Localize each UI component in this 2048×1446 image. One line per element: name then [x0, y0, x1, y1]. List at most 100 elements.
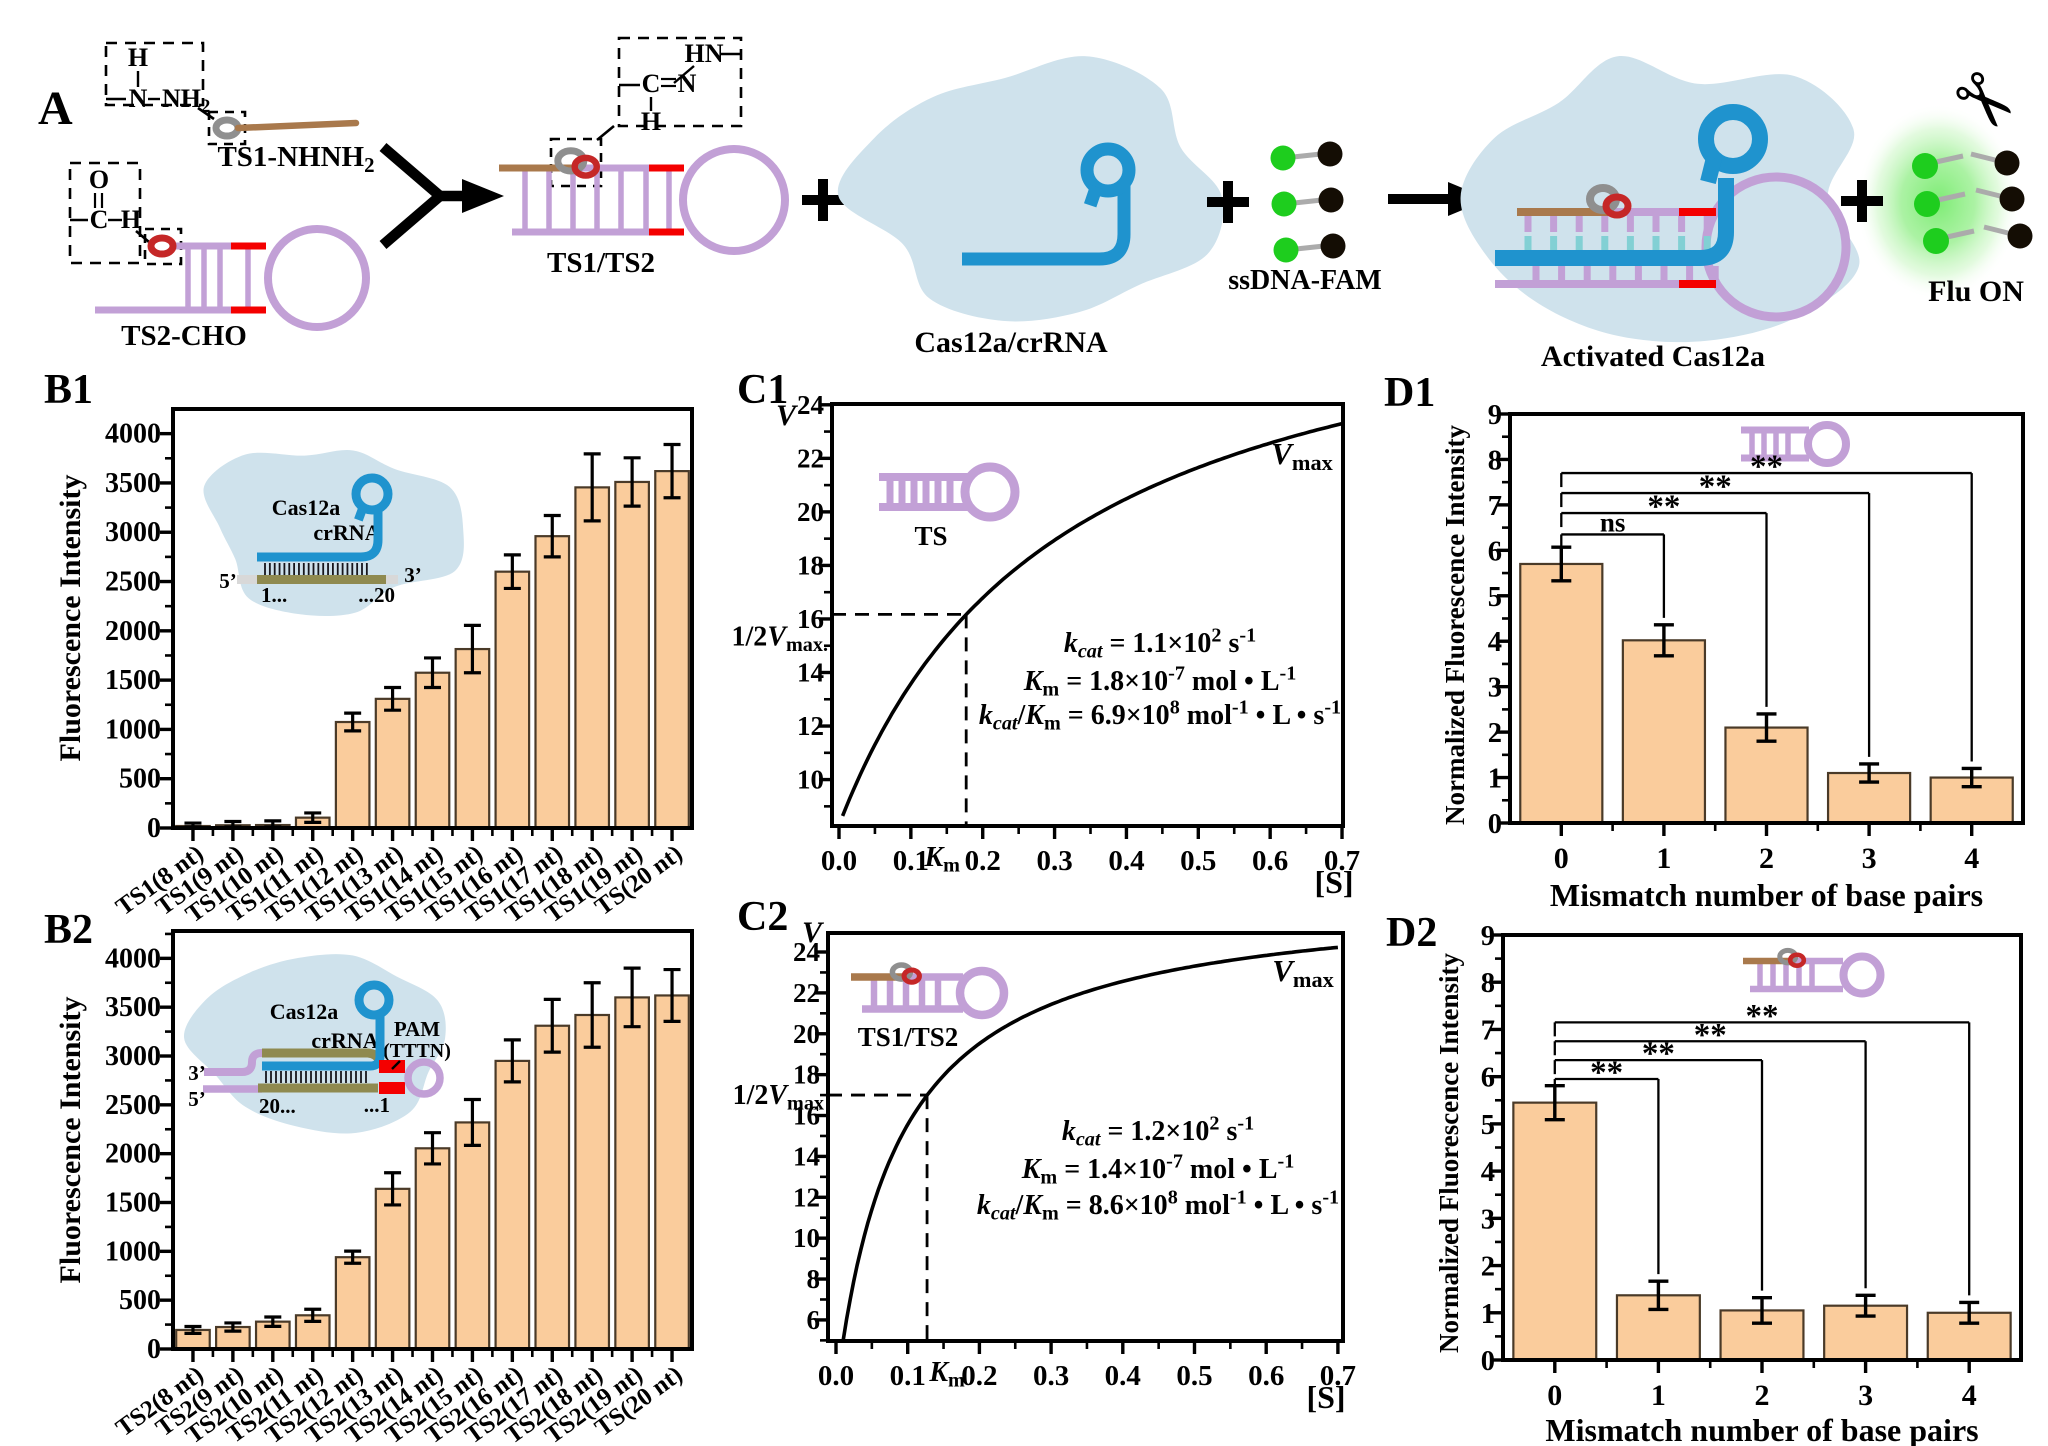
- line: [596, 124, 615, 142]
- error-bar: [583, 452, 601, 523]
- y-tick-label: 0: [147, 1334, 161, 1365]
- panel-a-letter: A: [38, 82, 73, 135]
- quencher-black-dot: [2007, 223, 2033, 249]
- bracket: **: [1560, 489, 1768, 707]
- y-axis-ticks: 0 500 1000 1500 2000 2500 3000 3500 4000: [105, 932, 173, 1365]
- linkage-dashed-box: [549, 137, 603, 188]
- bar: [374, 1187, 411, 1351]
- crrna-ribbon: [257, 473, 393, 562]
- ts1ts2-label: TS1/TS2: [547, 247, 655, 279]
- crrna-loop: [354, 980, 394, 1020]
- fam-green-dot: [1273, 237, 1299, 263]
- pam-tttn-label: (TTTN): [383, 1040, 451, 1062]
- error-bar: [424, 656, 441, 690]
- plus-sign-2: [1207, 181, 1249, 223]
- line: [673, 65, 695, 84]
- y-axis-ticks: 0 1 2 3 4 5 6 7 8 9: [1488, 400, 1510, 840]
- ts1-label: TS1-NHNH2: [217, 141, 374, 177]
- chem-nh2: NH2: [162, 84, 210, 117]
- y-axis-ticks: 6 8 10 12 14 16 18 20 22 24: [793, 937, 828, 1342]
- cas12a-blob: [203, 450, 464, 617]
- aldehyde-red-ring: [1787, 952, 1807, 968]
- x-tick-label: 3: [1858, 1379, 1873, 1412]
- ts2-cho-group: OC H TS2-CHO: [68, 161, 370, 352]
- kinetics-line: kcat = 1.2×102 s-1: [1062, 1112, 1254, 1150]
- panel-letter: D2: [1386, 910, 1437, 956]
- line: [379, 143, 444, 200]
- x-axis-ticks: 0.0 0.1 0.2 0.3 0.4 0.5 0.6 0.7: [821, 826, 1360, 877]
- error-bar: [1961, 766, 1982, 789]
- error-bar: [663, 442, 681, 500]
- error-bar: [1855, 1293, 1876, 1318]
- hairpin-loop: [679, 145, 789, 255]
- y-tick-label: 1: [1488, 764, 1502, 795]
- y-tick-label: 5: [1481, 1110, 1495, 1141]
- bar: [534, 535, 571, 830]
- plus-sign-1: [802, 179, 844, 221]
- x-tick-label: 0.7: [1324, 845, 1360, 877]
- bar: [334, 1256, 371, 1351]
- y-axis-title: V: [776, 399, 799, 432]
- y-axis-title: Normalized Fluorescence Intensity: [1440, 425, 1470, 825]
- error-bar: [543, 513, 561, 559]
- y-tick-label: 14: [797, 658, 824, 688]
- y-tick-label: 10: [793, 1223, 820, 1253]
- five-prime-label: 5’: [219, 569, 237, 593]
- x-axis-ticks: TS1(8 nt)TS1(9 nt)TS1(10 nt)TS1(11 nt)TS…: [111, 828, 688, 928]
- aldehyde-red-ring: [901, 967, 922, 985]
- error-bar: [344, 711, 362, 733]
- error-bar: [184, 1324, 202, 1335]
- michaelis-menten-curve: [840, 421, 1343, 817]
- ts1ts2-mini-inset: [1743, 947, 1885, 998]
- kinetics-line: kcat/Km = 8.6×108 mol-1 • L • s-1: [977, 1186, 1339, 1224]
- y-tick-label: 9: [1481, 921, 1495, 952]
- y-tick-label: 500: [119, 764, 161, 795]
- y-axis-ticks: 0 1 2 3 4 5 6 7 8 9: [1481, 921, 1503, 1377]
- target-strand-3p: [204, 1049, 370, 1076]
- fam-green-dot: [1912, 153, 1938, 179]
- cas12a-crrna-label: Cas12a/crRNA: [914, 326, 1108, 359]
- y-tick-label: 1500: [105, 665, 161, 696]
- y-tick-label: 3500: [105, 992, 161, 1023]
- quencher-black-dot: [1320, 233, 1346, 259]
- arrowhead: [462, 179, 504, 213]
- ts2-hairpin: [95, 225, 370, 331]
- line: [1970, 151, 1996, 163]
- line: [1946, 228, 1975, 240]
- line: [135, 230, 150, 243]
- y-tick-label: 3000: [105, 517, 161, 548]
- bar: [654, 994, 690, 1351]
- error-bar: [463, 623, 481, 675]
- crrna-ribbon: [962, 142, 1136, 266]
- ts1ts2-inset-label: TS1/TS2: [858, 1022, 959, 1052]
- chem-h: H: [641, 107, 661, 136]
- line: [1937, 191, 1966, 203]
- aldehyde-red-ring: [1602, 193, 1632, 219]
- y-tick-label: 24: [797, 390, 824, 420]
- flu-on-label: Flu ON: [1928, 275, 2024, 308]
- error-bar: [463, 1097, 481, 1147]
- x-tick-label: 0.5: [1180, 845, 1216, 877]
- bar: [454, 1121, 491, 1351]
- y-tick-label: 22: [793, 978, 820, 1008]
- y-axis-title: V: [802, 916, 825, 949]
- line: [1293, 197, 1323, 206]
- hydrazone-dashed-box: [617, 36, 743, 128]
- activated-cas12a-group: Activated Cas12a: [1460, 55, 1860, 373]
- error-bar: [304, 1307, 322, 1323]
- y-tick-label: 8: [1481, 968, 1495, 999]
- chem-n: N: [129, 84, 148, 113]
- km-label: Km: [923, 842, 960, 877]
- error-bar: [224, 1321, 242, 1333]
- error-bar: [583, 981, 601, 1049]
- cas12a-label: Cas12a: [272, 495, 340, 520]
- cas12a-blob: [837, 56, 1224, 322]
- bracket: **: [1553, 998, 1971, 1296]
- y-tick-label: 2: [1488, 718, 1502, 749]
- crrna-ribbon: [262, 1014, 385, 1071]
- bar: [494, 570, 531, 830]
- chem-hn: HN: [685, 39, 724, 68]
- error-bar: [503, 553, 521, 591]
